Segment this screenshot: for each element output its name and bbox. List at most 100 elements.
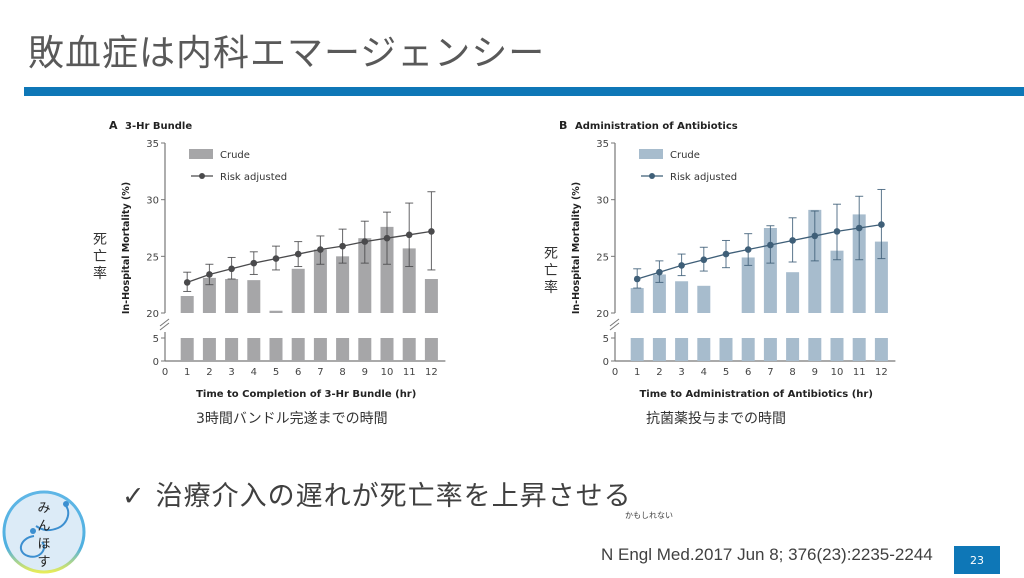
bar-lower-segment [719, 338, 733, 361]
x-tick-label: 8 [339, 367, 345, 378]
bar-crude [630, 288, 644, 313]
bar-lower-segment [313, 338, 327, 361]
bar-lower-segment [763, 338, 777, 361]
chart-b-svg: B Administration of Antibiotics3530252050… [559, 119, 896, 400]
bar-crude [380, 226, 394, 313]
risk-adjusted-point [678, 262, 685, 269]
risk-adjusted-point [633, 275, 641, 283]
title-underline-bar [24, 87, 1024, 96]
citation: N Engl Med.2017 Jun 8; 376(23):2235-2244 [601, 545, 933, 564]
logo-char-2: ん [37, 519, 50, 534]
bar-lower-segment [402, 338, 416, 361]
small-note: かもしれない [625, 511, 673, 520]
y-tick-label: 0 [603, 357, 609, 368]
x-tick-label: 5 [273, 367, 279, 378]
x-tick-label: 4 [701, 367, 707, 378]
axis-break-mark [159, 318, 170, 327]
chart-b-xlabel-jp: 抗菌薬投与までの時間 [646, 411, 786, 427]
x-tick-label: 7 [767, 367, 773, 378]
risk-adjusted-point [272, 255, 280, 262]
risk-adjusted-point [339, 242, 346, 250]
risk-adjusted-line [186, 230, 432, 284]
x-tick-label: 6 [295, 367, 301, 378]
x-tick-label: 7 [317, 367, 323, 378]
panel-title: 3-Hr Bundle [125, 121, 192, 132]
risk-adjusted-point [656, 268, 663, 276]
bar-lower-segment [697, 338, 711, 361]
y-tick-label: 5 [153, 334, 159, 345]
bar-lower-segment [652, 338, 666, 361]
bar-crude [269, 310, 283, 313]
bar-crude [424, 279, 438, 313]
legend-crude-swatch [639, 149, 663, 159]
bar-crude [874, 241, 888, 313]
x-tick-label: 1 [634, 367, 640, 378]
chart-b-antibiotics: B Administration of Antibiotics 35 30 25 20 5 0… [545, 110, 915, 410]
bar-lower-segment [247, 338, 261, 361]
legend-risk-label: Risk adjusted [670, 172, 737, 183]
bar-crude [313, 249, 327, 313]
bar-lower-segment [741, 338, 755, 361]
bar-crude [830, 250, 844, 313]
bar-crude [741, 257, 755, 313]
bar-crude [402, 248, 416, 313]
risk-adjusted-point [294, 250, 302, 258]
x-tick-label: 0 [162, 367, 168, 378]
panel-letter: A [109, 119, 118, 132]
legend-line-marker [649, 173, 655, 179]
legend-line-marker [199, 173, 205, 179]
chart-a-ylabel-jp: 死亡率 [93, 232, 107, 282]
risk-adjusted-point [878, 221, 885, 228]
risk-adjusted-point [789, 237, 796, 244]
risk-adjusted-point [744, 246, 752, 253]
chart-a-3hr-bundle: A 3-Hr Bundle 35 30 25 20 5 0 0 1 2 3 4 5 6 7 8 9 10 11 12 In… [95, 110, 465, 410]
x-tick-label: 9 [362, 367, 368, 378]
risk-adjusted-point [700, 256, 708, 264]
risk-adjusted-line [637, 223, 882, 280]
risk-adjusted-point [855, 224, 863, 232]
bar-crude [225, 279, 239, 313]
stethoscope-logo-icon: み ん ほ す [2, 490, 86, 574]
x-tick-label: 12 [875, 367, 888, 378]
bar-lower-segment [675, 338, 689, 361]
bar-lower-segment [202, 338, 216, 361]
x-tick-label: 10 [381, 367, 394, 378]
bar-lower-segment [336, 338, 350, 361]
x-tick-label: 9 [812, 367, 818, 378]
bar-crude [247, 280, 261, 313]
risk-adjusted-point [361, 238, 369, 245]
y-tick-label: 35 [146, 139, 159, 150]
logo-char-1: み [37, 501, 50, 516]
x-tick-label: 5 [723, 367, 729, 378]
y-tick-label: 0 [153, 357, 159, 368]
x-tick-label: 6 [745, 367, 751, 378]
risk-adjusted-point [317, 246, 324, 253]
x-axis-label: Time to Administration of Antibiotics (h… [639, 389, 872, 400]
slide-title: 敗血症は内科エマージェンシー [28, 33, 546, 74]
bar-lower-segment [852, 338, 866, 361]
y-tick-label: 30 [596, 196, 609, 207]
risk-adjusted-point [811, 232, 819, 240]
logo-char-3: ほ [37, 537, 50, 552]
page-number: 23 [954, 546, 1000, 574]
risk-adjusted-point [228, 265, 235, 273]
bar-crude [852, 214, 866, 313]
bar-lower-segment [786, 338, 800, 361]
x-tick-label: 11 [853, 367, 866, 378]
x-tick-label: 11 [403, 367, 416, 378]
axis-break-mark [609, 322, 620, 331]
legend-risk-label: Risk adjusted [220, 172, 287, 183]
bar-lower-segment [808, 338, 822, 361]
risk-adjusted-point [183, 279, 191, 286]
y-tick-label: 5 [603, 334, 609, 345]
bar-lower-segment [225, 338, 239, 361]
panel-title: Administration of Antibiotics [575, 121, 738, 132]
x-tick-label: 2 [206, 367, 212, 378]
legend-crude-label: Crude [670, 150, 700, 161]
bar-crude [180, 296, 194, 313]
legend-crude-label: Crude [220, 150, 250, 161]
x-tick-label: 3 [678, 367, 684, 378]
bar-crude [652, 274, 666, 313]
x-tick-label: 2 [656, 367, 662, 378]
